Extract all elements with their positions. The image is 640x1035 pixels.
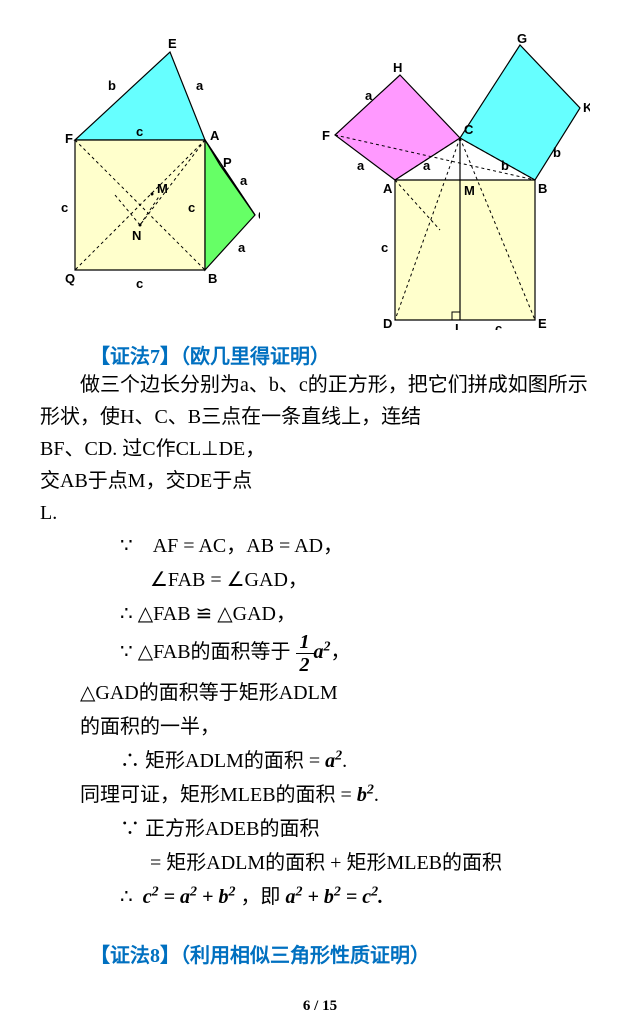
fraction-half: 12 bbox=[296, 631, 314, 676]
svg-text:C: C bbox=[258, 208, 260, 223]
proof-step-1a: ∵ AF = AC，AB = AD， bbox=[120, 529, 600, 563]
svg-text:a: a bbox=[240, 173, 248, 188]
proof7-para-l1: 做三个边长分别为a、b、c的正方形，把它们拼成如图所示 bbox=[40, 369, 600, 401]
svg-text:G: G bbox=[517, 31, 527, 46]
svg-text:M: M bbox=[464, 183, 475, 198]
svg-text:A: A bbox=[383, 181, 393, 196]
proof-step-3-pre: ∵ △FAB的面积等于 bbox=[120, 641, 291, 663]
svg-text:P: P bbox=[223, 155, 232, 170]
svg-text:Q: Q bbox=[65, 271, 75, 286]
proof-step-2: ∴ △FAB ≌ △GAD， bbox=[120, 597, 600, 631]
svg-text:b: b bbox=[108, 78, 116, 93]
proof-step-7: 同理可证，矩形MLEB的面积 = b2. bbox=[80, 778, 600, 812]
diagram-proof7-right: G H K C F A B M D E L a a a b b c c bbox=[280, 30, 590, 330]
svg-text:b: b bbox=[553, 145, 561, 160]
svg-text:E: E bbox=[538, 316, 547, 330]
page-footer: 6 / 15 bbox=[40, 998, 600, 1015]
a-squared-2: a2 bbox=[325, 750, 342, 772]
proof7-para-l3: BF、CD. 过C作CL⊥DE， bbox=[40, 433, 600, 465]
svg-text:N: N bbox=[132, 228, 141, 243]
svg-text:F: F bbox=[322, 128, 330, 143]
proof-step-1b: ∠FAB = ∠GAD， bbox=[150, 563, 600, 597]
diagram-proof7-left: F E A P C B Q M N b a c c c a a c bbox=[50, 30, 260, 290]
svg-text:L: L bbox=[455, 321, 463, 330]
proof-step-8: ∵ 正方形ADEB的面积 bbox=[120, 812, 600, 846]
svg-text:M: M bbox=[157, 181, 168, 196]
svg-text:a: a bbox=[423, 158, 431, 173]
svg-text:a: a bbox=[196, 78, 204, 93]
proof-step-3: ∵ △FAB的面积等于 12a2， bbox=[120, 631, 600, 676]
proof-step-9: = 矩形ADLM的面积 + 矩形MLEB的面积 bbox=[150, 846, 600, 880]
a-squared: a2 bbox=[314, 641, 331, 663]
proof-step-6: ∴ 矩形ADLM的面积 = a2. bbox=[120, 744, 600, 778]
svg-text:c: c bbox=[61, 200, 68, 215]
proof7-para-l4: 交AB于点M，交DE于点 bbox=[40, 465, 600, 497]
svg-text:K: K bbox=[583, 100, 590, 115]
svg-text:E: E bbox=[168, 36, 177, 51]
page-total: 15 bbox=[322, 998, 337, 1014]
svg-text:B: B bbox=[208, 271, 217, 286]
svg-text:A: A bbox=[210, 128, 220, 143]
svg-text:a: a bbox=[357, 158, 365, 173]
svg-text:c: c bbox=[188, 200, 195, 215]
svg-text:H: H bbox=[393, 60, 402, 75]
proof-step-10: ∴ c2 = a2 + b2 ，即 a2 + b2 = c2. bbox=[120, 880, 600, 914]
proof7-para-l2: 形状，使H、C、B三点在一条直线上，连结 bbox=[40, 401, 600, 433]
proof7-heading: 【证法7】（欧几里得证明） bbox=[90, 340, 600, 369]
svg-text:c: c bbox=[381, 240, 388, 255]
proof8-heading: 【证法8】（利用相似三角形性质证明） bbox=[90, 939, 600, 968]
page-number: 6 bbox=[303, 998, 311, 1014]
proof-step-5: 的面积的一半， bbox=[80, 710, 600, 744]
svg-text:C: C bbox=[464, 122, 474, 137]
svg-text:c: c bbox=[495, 321, 502, 330]
page: F E A P C B Q M N b a c c c a a c G H K … bbox=[0, 0, 640, 1035]
svg-text:D: D bbox=[383, 316, 392, 330]
svg-text:B: B bbox=[538, 181, 547, 196]
svg-text:b: b bbox=[501, 158, 509, 173]
diagram-row: F E A P C B Q M N b a c c c a a c G H K … bbox=[40, 30, 600, 330]
svg-text:c: c bbox=[136, 124, 143, 139]
b-squared: b2 bbox=[357, 784, 374, 806]
proof-step-4: △GAD的面积等于矩形ADLM bbox=[80, 676, 600, 710]
svg-text:F: F bbox=[65, 131, 73, 146]
proof7-para-l5: L. bbox=[40, 497, 600, 529]
svg-text:a: a bbox=[365, 88, 373, 103]
svg-text:c: c bbox=[136, 276, 143, 290]
svg-text:a: a bbox=[238, 240, 246, 255]
